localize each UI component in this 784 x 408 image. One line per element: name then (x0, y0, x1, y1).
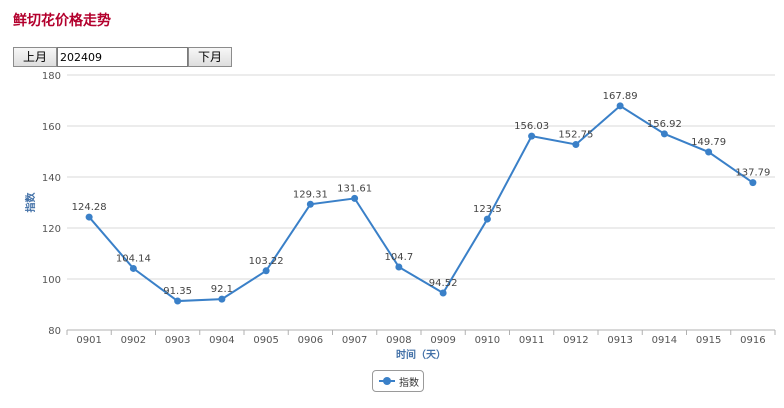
legend-label: 指数 (399, 377, 419, 389)
x-axis-title: 时间（天） (396, 348, 446, 361)
page-title: 鲜切花价格走势 (13, 13, 111, 29)
x-tick-label: 0913 (607, 335, 632, 346)
y-tick-label: 140 (42, 173, 61, 184)
chart-legend[interactable]: 指数 (372, 370, 424, 392)
next-month-button[interactable]: 下月 (188, 47, 233, 67)
data-label: 94.52 (429, 278, 458, 289)
x-tick-label: 0916 (740, 335, 765, 346)
prev-month-button[interactable]: 上月 (13, 47, 58, 67)
data-label: 124.28 (72, 202, 107, 213)
data-label: 92.1 (211, 284, 233, 295)
data-label: 167.89 (603, 91, 638, 102)
data-point (439, 289, 447, 297)
month-input[interactable] (57, 47, 189, 67)
data-point (395, 263, 403, 271)
y-axis-title: 指数 (24, 192, 37, 213)
x-tick-label: 0908 (386, 335, 411, 346)
data-point (749, 179, 757, 187)
x-tick-label: 0912 (563, 335, 588, 346)
y-tick-label: 180 (42, 71, 61, 82)
y-tick-label: 100 (42, 275, 61, 286)
data-label: 149.79 (691, 137, 726, 148)
data-point (351, 194, 359, 202)
data-point (262, 267, 270, 275)
x-tick-label: 0914 (652, 335, 677, 346)
data-point (174, 297, 182, 305)
x-tick-label: 0910 (475, 335, 500, 346)
x-tick-label: 0907 (342, 335, 367, 346)
data-point (705, 148, 713, 156)
data-label: 156.03 (514, 121, 549, 132)
data-point (306, 200, 314, 208)
y-tick-label: 80 (48, 326, 61, 337)
month-selector: 上月 下月 (13, 47, 233, 67)
x-tick-label: 0901 (76, 335, 101, 346)
data-label: 104.7 (385, 252, 414, 263)
data-label: 123.5 (473, 204, 502, 215)
data-point (85, 213, 93, 221)
x-tick-label: 0905 (253, 335, 278, 346)
data-point (129, 264, 137, 272)
data-point (572, 140, 580, 148)
legend-series-marker (379, 376, 395, 386)
data-point (528, 132, 536, 140)
x-tick-label: 0902 (121, 335, 146, 346)
x-tick-label: 0906 (298, 335, 323, 346)
data-point (616, 102, 624, 110)
data-point (218, 295, 226, 303)
y-tick-label: 120 (42, 224, 61, 235)
x-tick-label: 0909 (430, 335, 455, 346)
x-tick-label: 0904 (209, 335, 234, 346)
data-label: 152.75 (558, 129, 593, 140)
y-tick-label: 160 (42, 122, 61, 133)
data-point (483, 215, 491, 223)
data-label: 104.14 (116, 253, 151, 264)
data-label: 91.35 (163, 286, 192, 297)
data-label: 131.61 (337, 183, 372, 194)
data-label: 156.92 (647, 119, 682, 130)
data-label: 103.22 (249, 256, 284, 267)
data-point (660, 130, 668, 138)
x-tick-label: 0911 (519, 335, 544, 346)
series-line (88, 104, 754, 303)
x-tick-label: 0903 (165, 335, 190, 346)
x-tick-label: 0915 (696, 335, 721, 346)
data-label: 137.79 (735, 168, 770, 179)
data-label: 129.31 (293, 189, 328, 200)
